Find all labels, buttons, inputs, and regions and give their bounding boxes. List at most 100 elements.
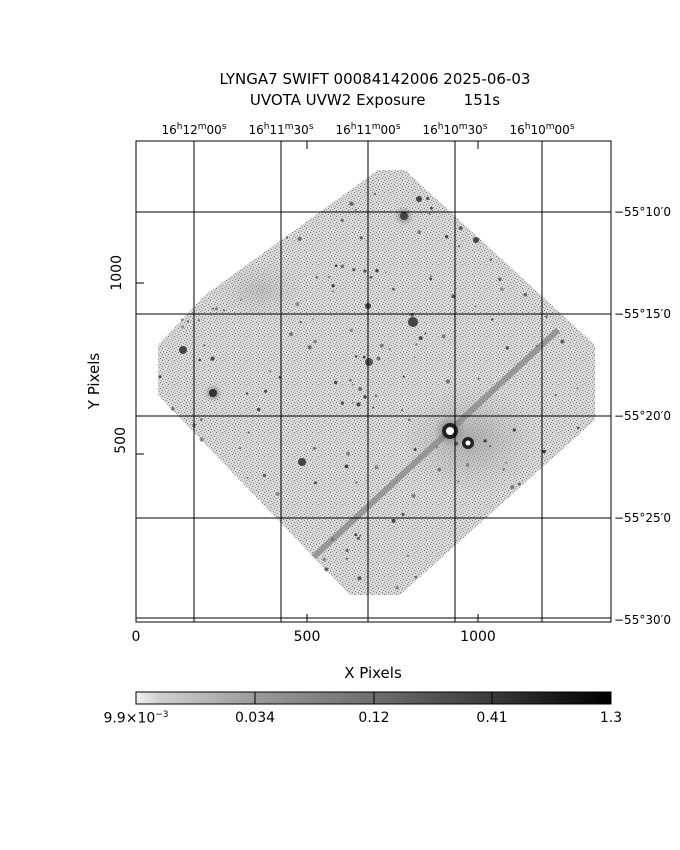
dec-label: −55°30′0 — [614, 613, 671, 627]
star-point — [413, 356, 416, 359]
star-point — [458, 245, 460, 248]
star-point — [354, 355, 358, 358]
star-point — [560, 339, 565, 344]
y-tick-label: 500 — [113, 427, 129, 454]
star-point — [333, 380, 338, 385]
star-point — [395, 586, 399, 590]
star-point — [491, 318, 494, 321]
star-point — [312, 318, 314, 320]
star-point — [359, 534, 362, 537]
star-point — [324, 567, 329, 572]
star-point — [401, 409, 403, 412]
colorbar — [135, 691, 612, 705]
star-point — [171, 407, 175, 411]
star-point — [458, 226, 463, 231]
colorbar-tick-label: 0.12 — [358, 710, 390, 726]
star-point — [430, 206, 433, 210]
star-point — [262, 473, 267, 478]
star-point — [429, 277, 433, 281]
x-axis-title: X Pixels — [344, 664, 402, 682]
star-point — [373, 192, 377, 196]
star-point — [477, 377, 480, 380]
colorbar-tick-label: 0.41 — [476, 710, 508, 726]
star-point — [414, 576, 418, 579]
star-point — [264, 389, 268, 393]
colorbar-min-label: 9.9×10−3 — [103, 710, 169, 727]
star-point — [245, 392, 249, 395]
dec-label: −55°20′0 — [614, 409, 671, 423]
star-field — [158, 192, 580, 590]
star-point — [299, 321, 302, 324]
star-point — [349, 378, 352, 382]
star-point — [344, 464, 349, 469]
star-point — [346, 451, 351, 456]
pixel-ticks — [135, 141, 479, 622]
star-point — [411, 493, 416, 498]
star-point — [474, 305, 477, 308]
star-point — [356, 536, 361, 541]
star-point — [246, 476, 249, 479]
ra-label: 16h12m00s — [161, 122, 227, 137]
star-point — [199, 418, 203, 421]
star-point — [424, 332, 427, 335]
star-point — [289, 332, 294, 337]
star-point — [327, 275, 330, 279]
plot-frame — [135, 140, 612, 623]
star-point — [297, 236, 302, 241]
star-point — [554, 394, 557, 397]
colorbar-tick-label: 0.034 — [234, 710, 276, 726]
star-point — [498, 277, 502, 281]
star-point — [158, 375, 162, 378]
star-point — [240, 298, 242, 301]
star-point — [444, 235, 449, 239]
star-point — [402, 375, 405, 378]
star-point — [349, 328, 353, 332]
star-point — [376, 356, 381, 361]
star-point — [354, 533, 358, 537]
star-point — [312, 446, 316, 450]
star-point — [186, 320, 189, 323]
star-point — [542, 449, 546, 454]
star-point — [577, 426, 580, 430]
star-point — [215, 307, 218, 311]
star-point — [332, 290, 334, 293]
star-point — [362, 355, 366, 359]
star-point — [407, 554, 409, 557]
star-point — [407, 418, 411, 422]
star-point — [505, 461, 508, 464]
star-point — [238, 447, 242, 450]
star-point — [502, 468, 505, 471]
star-point — [330, 537, 335, 541]
star-point — [203, 344, 206, 347]
coordinate-grid — [136, 141, 611, 622]
star-point — [489, 258, 493, 262]
star-point — [223, 309, 225, 312]
star-point — [340, 264, 345, 269]
star-point — [359, 236, 363, 240]
star-point — [576, 387, 579, 389]
star-point — [313, 481, 317, 485]
star-point — [275, 492, 280, 496]
star-point — [198, 319, 200, 321]
star-point — [356, 402, 361, 407]
star-point — [465, 463, 470, 467]
star-point — [355, 481, 358, 484]
star-point — [417, 230, 421, 234]
star-point — [418, 336, 423, 341]
star-point — [269, 370, 272, 372]
x-tick-label: 0 — [131, 629, 141, 645]
readout-streak — [302, 327, 561, 568]
star-point — [536, 344, 539, 348]
star-point — [392, 287, 395, 291]
exposure-footprint — [158, 170, 595, 595]
star-point — [363, 269, 367, 273]
star-point — [436, 445, 439, 449]
star-point — [351, 383, 354, 386]
star-point — [374, 465, 379, 470]
star-point — [410, 312, 415, 317]
star-point — [441, 334, 446, 339]
star-point — [426, 196, 430, 201]
star-point — [334, 264, 338, 268]
star-point — [517, 482, 521, 486]
star-point — [401, 512, 405, 516]
